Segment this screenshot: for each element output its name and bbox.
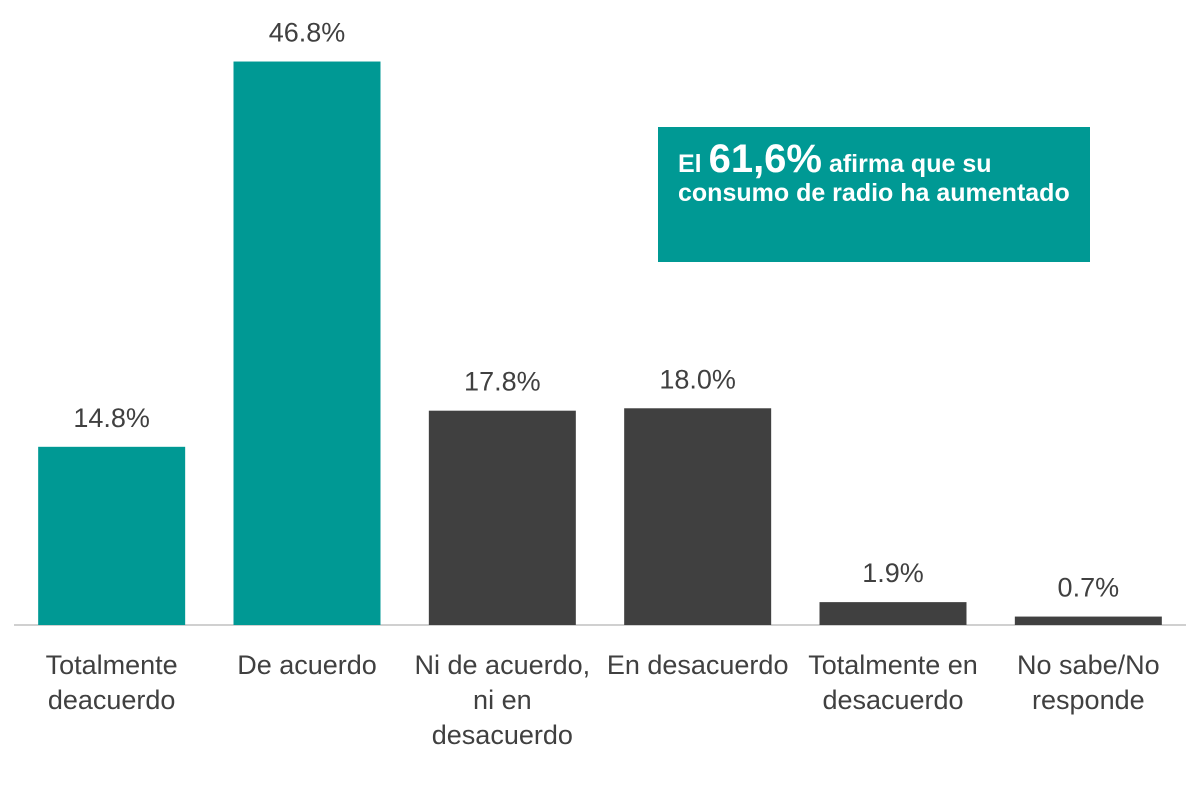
x-tick-label: Totalmente deacuerdo	[45, 650, 178, 715]
x-tick-label: En desacuerdo	[606, 650, 789, 680]
value-label: 0.7%	[1058, 573, 1120, 603]
value-label: 18.0%	[659, 364, 736, 394]
value-label: 1.9%	[862, 558, 924, 588]
bar	[233, 61, 381, 625]
bar	[624, 408, 772, 625]
x-tick-label: De acuerdo	[237, 650, 377, 680]
x-tick-label: Totalmente en desacuerdo	[808, 650, 978, 715]
x-tick-label: No sabe/No responde	[1017, 650, 1160, 715]
bar	[428, 410, 576, 625]
annotation-suffix: afirma que su consumo de radio ha aument…	[678, 150, 1070, 207]
value-label: 14.8%	[73, 403, 150, 433]
value-label: 46.8%	[269, 18, 346, 48]
bar	[38, 446, 186, 625]
bar	[819, 602, 967, 625]
annotation: El 61,6% afirma que su consumo de radio …	[658, 127, 1090, 262]
x-tick-label: Ni de acuerdo, ni en desacuerdo	[414, 650, 591, 750]
annotation-highlight: 61,6%	[708, 137, 822, 181]
value-label: 17.8%	[464, 367, 541, 397]
annotation-prefix: El	[678, 150, 702, 178]
bar	[1014, 616, 1162, 625]
